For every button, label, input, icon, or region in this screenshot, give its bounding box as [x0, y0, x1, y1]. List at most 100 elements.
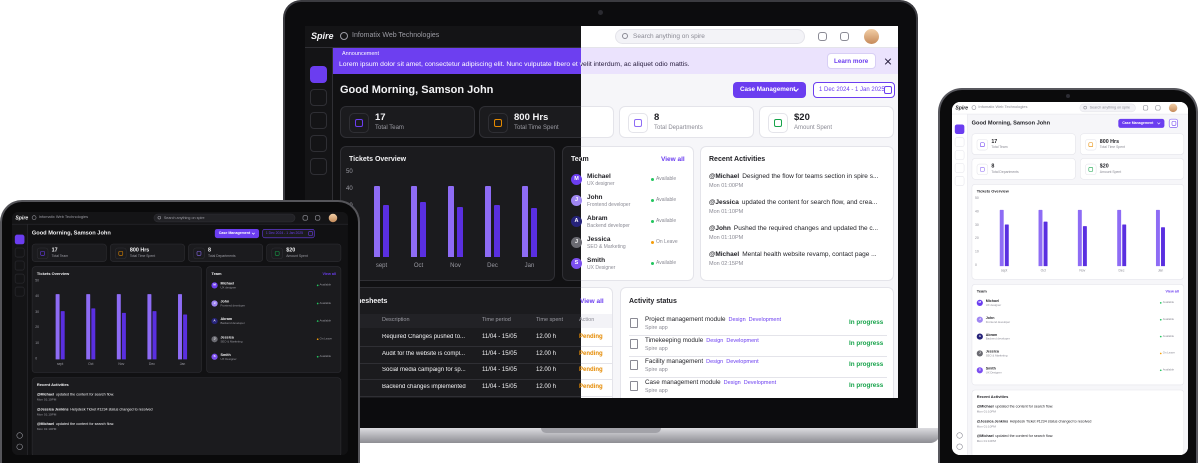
search-box[interactable]: Search anything on spire	[615, 29, 805, 44]
module-tag: Design	[706, 359, 724, 365]
action-status: Pending	[579, 334, 603, 340]
sidebar-icon[interactable]	[14, 286, 25, 297]
y-tick-label: 0	[975, 263, 977, 268]
date-range-picker[interactable]: 1 Dec 2024 - 1 Jan 2025	[262, 228, 315, 239]
case-management-button[interactable]: Case Management	[1118, 118, 1165, 128]
case-management-button[interactable]: Case Management	[733, 82, 806, 98]
sidebar-icon[interactable]	[954, 176, 965, 186]
learn-more-button[interactable]: Learn more	[827, 53, 876, 69]
bar	[419, 201, 426, 257]
dropdown-caret	[251, 231, 255, 235]
table-cell: 12.00 h	[536, 334, 557, 340]
sidebar-icon[interactable]	[954, 124, 965, 135]
sidebar-icon[interactable]	[14, 234, 25, 245]
sidebar-icon[interactable]	[954, 137, 965, 147]
member-role: UX Designer	[587, 265, 616, 271]
stat-icon-glyph	[980, 142, 985, 147]
bar	[147, 294, 152, 360]
bar	[1082, 225, 1087, 267]
header-icon[interactable]	[1155, 105, 1161, 111]
stat-icon-glyph	[774, 119, 782, 127]
column-header: Time spent	[536, 317, 564, 323]
bar	[1122, 224, 1126, 267]
member-name: Smith	[587, 257, 606, 264]
member-role: UX Designer	[985, 371, 1002, 375]
sidebar-icon[interactable]	[954, 150, 965, 160]
x-tick-label: sept	[1000, 269, 1008, 273]
phone-camera	[1066, 94, 1070, 98]
sidebar-icon[interactable]	[310, 158, 327, 175]
member-name: John	[985, 316, 995, 321]
activity-line: @Michael updated the content for search f…	[37, 393, 337, 397]
activity-time: Mon 01:00PM	[709, 183, 744, 189]
recent-title: Recent Activities	[36, 383, 69, 388]
sidebar-icon[interactable]	[16, 443, 23, 450]
sidebar-icon[interactable]	[956, 432, 963, 439]
learn-more-label: Learn more	[834, 58, 869, 65]
announcement-bar: Announcement Lorem ipsum dolor sit amet, …	[333, 48, 581, 74]
user-avatar[interactable]	[1168, 103, 1178, 113]
status-dot	[316, 302, 319, 305]
header-icon[interactable]	[315, 215, 321, 221]
bar	[1077, 209, 1082, 267]
sidebar-icon[interactable]	[954, 163, 965, 173]
member-name: Abram	[587, 215, 608, 222]
case-management-label: Case Management	[218, 231, 251, 236]
sidebar-icon[interactable]	[310, 135, 327, 152]
team-view-all[interactable]: View all	[322, 272, 336, 277]
search-box[interactable]: Search anything on spire	[1079, 103, 1136, 113]
sidebar-icon[interactable]	[14, 273, 25, 284]
member-initial: J	[213, 301, 216, 305]
calendar-icon	[1171, 121, 1177, 126]
stat-value: 17	[375, 112, 386, 123]
header-icon[interactable]	[302, 215, 308, 221]
timesheets-title: Timesheets	[349, 298, 388, 305]
team-view-all[interactable]: View all	[1165, 289, 1179, 294]
sidebar-icon[interactable]	[16, 432, 23, 439]
y-tick-label: 10	[975, 250, 979, 254]
search-box[interactable]: Search anything on spire	[153, 213, 296, 223]
member-status: Available	[1162, 300, 1175, 305]
sidebar-icon[interactable]	[14, 260, 25, 271]
brand-logo: Spire	[311, 31, 334, 41]
table-cell: Backend changes implemented	[382, 383, 466, 390]
team-view-all[interactable]: View all	[661, 156, 685, 163]
x-tick-label: Oct	[413, 263, 424, 269]
search-icon	[1083, 105, 1087, 110]
x-tick-label: Jan	[1157, 269, 1164, 273]
date-range-picker[interactable]	[1168, 118, 1178, 128]
case-management-button[interactable]: Case Management	[214, 228, 260, 239]
sidebar-icon[interactable]	[310, 66, 327, 83]
header-icon[interactable]	[1143, 105, 1149, 111]
module-tag: Development	[726, 359, 759, 365]
module-title: Timekeeping module	[645, 337, 704, 344]
bar	[1161, 227, 1166, 267]
bar	[178, 294, 182, 360]
sidebar-icon[interactable]	[14, 247, 25, 258]
sidebar-icon[interactable]	[310, 112, 327, 129]
module-title: Project management module	[645, 316, 726, 323]
member-role: Backend developer	[587, 223, 630, 229]
activity-time: Mon 01:10PM	[709, 209, 744, 215]
header-icon[interactable]	[818, 32, 827, 41]
stat-label: Total Departments	[208, 254, 236, 258]
timesheets-view-all[interactable]: View all	[580, 298, 581, 306]
user-avatar[interactable]	[328, 213, 338, 223]
close-button[interactable]	[884, 57, 892, 65]
timesheets-view-all[interactable]: View all	[580, 298, 604, 305]
date-range-picker[interactable]: 1 Dec 2024 - 1 Jan 2025	[813, 82, 895, 98]
member-name: Abram	[985, 332, 998, 337]
action-status: Pending	[579, 350, 603, 357]
laptop-base	[262, 428, 940, 443]
sidebar-icon[interactable]	[310, 89, 327, 106]
activity-text: updated the content for search flow.	[995, 404, 1054, 409]
user-avatar[interactable]	[864, 29, 879, 44]
y-tick-label: 0	[35, 357, 38, 361]
header-icon[interactable]	[840, 32, 849, 41]
member-name: Smith	[220, 353, 231, 358]
sidebar-icon[interactable]	[956, 443, 963, 450]
